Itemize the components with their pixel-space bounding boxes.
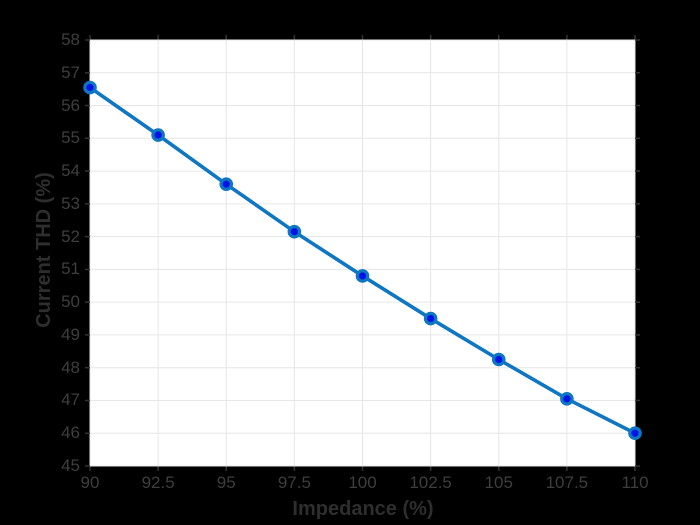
x-tick-label: 107.5 [545, 473, 589, 492]
x-tick-label: 102.5 [409, 473, 452, 492]
y-tick-label: 54 [61, 161, 80, 181]
y-tick-label: 57 [61, 62, 80, 82]
data-point-marker [287, 224, 302, 239]
data-point-marker [83, 80, 97, 95]
y-tick-label: 50 [61, 292, 80, 312]
x-tick-label: 100 [348, 473, 377, 492]
y-axis-label: Current THD (%) [33, 172, 55, 328]
x-tick-label: 95 [216, 473, 236, 492]
data-point-marker [628, 426, 642, 441]
data-point-marker [491, 352, 506, 367]
data-point-marker [355, 269, 370, 283]
y-tick-label: 56 [61, 95, 80, 115]
data-point-marker [151, 128, 165, 142]
y-tick-label: 55 [61, 128, 80, 148]
x-tick-label: 90 [80, 473, 100, 492]
x-tick-label: 97.5 [277, 473, 311, 492]
y-tick-label: 47 [61, 390, 80, 410]
data-point-marker [423, 311, 438, 326]
data-point-marker [560, 392, 574, 406]
x-tick-label: 92.5 [141, 473, 175, 492]
y-tick-label: 58 [61, 30, 80, 49]
y-tick-label: 52 [61, 226, 80, 246]
y-tick-label: 46 [61, 423, 80, 443]
y-tick-label: 51 [61, 259, 80, 279]
x-axis-label: Impedance (%) [292, 498, 434, 520]
x-tick-label: 110 [621, 473, 649, 492]
y-tick-label: 48 [61, 357, 80, 377]
data-point-marker [219, 177, 234, 191]
y-tick-label: 45 [61, 456, 80, 475]
x-tick-label: 105 [484, 473, 513, 492]
y-tick-label: 49 [61, 324, 80, 344]
y-tick-label: 53 [61, 193, 80, 213]
